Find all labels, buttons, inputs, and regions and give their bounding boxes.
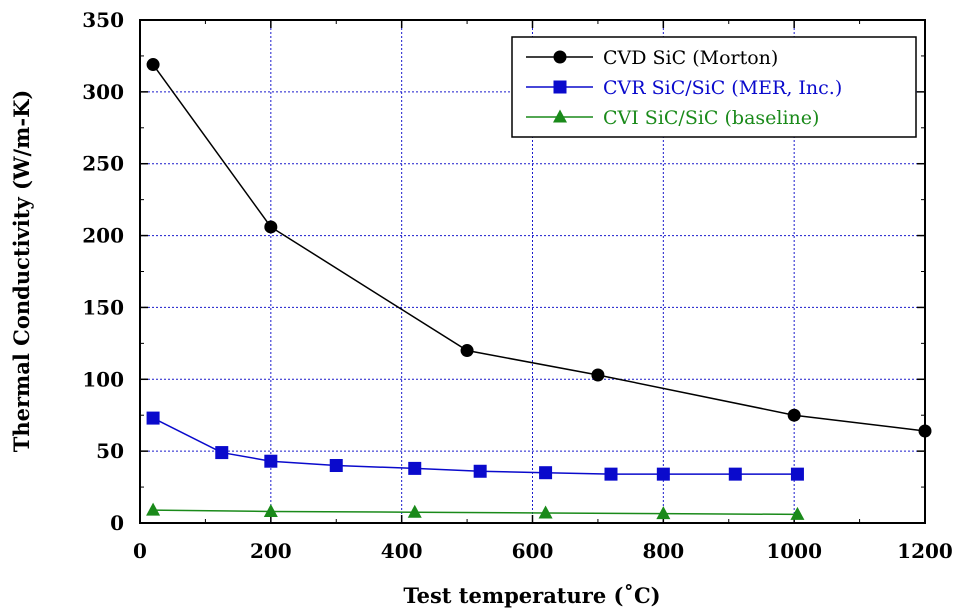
y-axis-title: Thermal Conductivity (W/m-K) xyxy=(9,90,34,453)
data-point-square xyxy=(408,461,422,475)
data-point-circle xyxy=(146,58,160,72)
data-point-circle xyxy=(591,368,605,382)
data-point-square xyxy=(215,446,229,460)
data-point-square xyxy=(473,464,487,478)
series-markers xyxy=(146,58,932,520)
legend-label: CVI SiC/SiC (baseline) xyxy=(603,107,819,129)
data-point-triangle xyxy=(790,506,805,520)
legend-marker-circle xyxy=(553,50,567,64)
data-point-square xyxy=(728,467,742,481)
data-point-square xyxy=(329,459,343,473)
data-point-triangle xyxy=(407,504,422,518)
y-tick-label: 350 xyxy=(82,8,124,32)
data-point-triangle xyxy=(656,506,671,520)
legend-label: CVD SiC (Morton) xyxy=(603,47,778,69)
x-tick-label: 1000 xyxy=(766,539,822,563)
x-tick-label: 0 xyxy=(133,539,147,563)
data-point-square xyxy=(790,467,804,481)
legend-label: CVR SiC/SiC (MER, Inc.) xyxy=(603,77,842,99)
data-point-square xyxy=(539,466,553,480)
data-point-circle xyxy=(460,344,474,358)
data-point-circle xyxy=(918,424,932,438)
y-tick-label: 300 xyxy=(82,80,124,104)
data-point-triangle xyxy=(146,502,161,516)
legend: CVD SiC (Morton) CVR SiC/SiC (MER, Inc.) C… xyxy=(511,36,917,138)
y-tick-label: 100 xyxy=(82,367,124,391)
data-point-square xyxy=(656,467,670,481)
x-tick-label: 600 xyxy=(512,539,554,563)
y-tick-label: 250 xyxy=(82,152,124,176)
x-tick-label: 400 xyxy=(381,539,423,563)
data-point-square xyxy=(146,411,160,425)
y-tick-label: 50 xyxy=(96,439,124,463)
data-point-triangle xyxy=(538,505,553,519)
data-point-square xyxy=(264,454,278,468)
y-tick-label: 200 xyxy=(82,224,124,248)
y-tick-label: 0 xyxy=(110,511,124,535)
x-tick-label: 800 xyxy=(642,539,684,563)
data-point-triangle xyxy=(263,504,278,518)
series-line-cvd-sic-morton xyxy=(152,64,926,432)
data-point-circle xyxy=(264,220,278,234)
data-point-circle xyxy=(787,408,801,422)
x-axis-title: Test temperature (˚C) xyxy=(403,583,660,608)
legend-marker-triangle xyxy=(553,109,567,123)
x-tick-label: 1200 xyxy=(897,539,953,563)
data-point-square xyxy=(604,467,618,481)
x-tick-label: 200 xyxy=(250,539,292,563)
y-tick-label: 150 xyxy=(82,295,124,319)
series-line-cvi-sic-sic-baseline xyxy=(153,509,798,516)
legend-marker-square xyxy=(553,80,567,94)
